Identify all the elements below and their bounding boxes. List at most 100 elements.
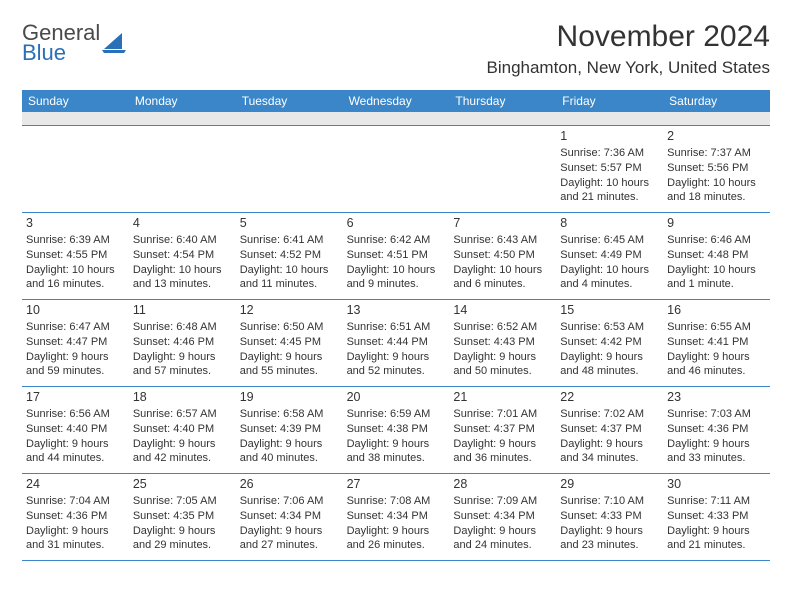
cell-info-line: Daylight: 9 hours [453,437,552,452]
cell-info-line: Sunset: 4:37 PM [560,422,659,437]
cell-info-line: Sunset: 4:48 PM [667,248,766,263]
cell-info-line: Sunrise: 6:40 AM [133,233,232,248]
day-header: Tuesday [236,90,343,112]
date-number: 28 [453,476,552,493]
cell-info-line: Sunrise: 7:11 AM [667,494,766,509]
cell-info-line: Sunset: 4:52 PM [240,248,339,263]
calendar-cell: 14Sunrise: 6:52 AMSunset: 4:43 PMDayligh… [449,300,556,386]
date-number: 29 [560,476,659,493]
calendar-cell: 9Sunrise: 6:46 AMSunset: 4:48 PMDaylight… [663,213,770,299]
date-number: 10 [26,302,125,319]
cell-info-line: Sunset: 4:33 PM [560,509,659,524]
calendar-cell: 23Sunrise: 7:03 AMSunset: 4:36 PMDayligh… [663,387,770,473]
date-number: 14 [453,302,552,319]
cell-info-line: Daylight: 9 hours [133,437,232,452]
cell-info-line: Sunrise: 7:04 AM [26,494,125,509]
cell-info-line: Daylight: 10 hours [560,176,659,191]
calendar-cell: 12Sunrise: 6:50 AMSunset: 4:45 PMDayligh… [236,300,343,386]
logo-blue: Blue [22,42,100,64]
cell-info-line: Sunset: 4:54 PM [133,248,232,263]
date-number: 9 [667,215,766,232]
cell-info-line: Sunset: 4:42 PM [560,335,659,350]
calendar-cell: 1Sunrise: 7:36 AMSunset: 5:57 PMDaylight… [556,126,663,212]
date-number: 13 [347,302,446,319]
cell-info-line: and 44 minutes. [26,451,125,466]
month-title: November 2024 [487,20,771,54]
cell-info-line: Sunset: 4:50 PM [453,248,552,263]
cell-info-line: and 16 minutes. [26,277,125,292]
cell-info-line: Sunrise: 7:10 AM [560,494,659,509]
day-header: Friday [556,90,663,112]
cell-info-line: and 59 minutes. [26,364,125,379]
cell-info-line: Daylight: 9 hours [560,350,659,365]
cell-info-line: Sunset: 5:57 PM [560,161,659,176]
day-headers-row: SundayMondayTuesdayWednesdayThursdayFrid… [22,90,770,112]
cell-info-line: and 4 minutes. [560,277,659,292]
cell-info-line: and 48 minutes. [560,364,659,379]
cell-info-line: Sunrise: 6:52 AM [453,320,552,335]
cell-info-line: Sunrise: 7:01 AM [453,407,552,422]
cell-info-line: Sunset: 4:34 PM [453,509,552,524]
calendar-cell: 21Sunrise: 7:01 AMSunset: 4:37 PMDayligh… [449,387,556,473]
cell-info-line: Daylight: 9 hours [26,350,125,365]
logo: General Blue [22,22,126,64]
cell-info-line: Sunset: 4:46 PM [133,335,232,350]
calendar-cell: 3Sunrise: 6:39 AMSunset: 4:55 PMDaylight… [22,213,129,299]
cell-info-line: Daylight: 10 hours [133,263,232,278]
cell-info-line: Sunrise: 7:36 AM [560,146,659,161]
cell-info-line: and 9 minutes. [347,277,446,292]
cell-info-line: Daylight: 9 hours [667,437,766,452]
cell-info-line: and 1 minute. [667,277,766,292]
cell-info-line: Sunset: 4:43 PM [453,335,552,350]
cell-info-line: Sunset: 4:44 PM [347,335,446,350]
calendar-cell: 26Sunrise: 7:06 AMSunset: 4:34 PMDayligh… [236,474,343,560]
cell-info-line: Sunset: 4:37 PM [453,422,552,437]
calendar-cell: 28Sunrise: 7:09 AMSunset: 4:34 PMDayligh… [449,474,556,560]
cell-info-line: Daylight: 10 hours [560,263,659,278]
cell-info-line: and 42 minutes. [133,451,232,466]
cell-info-line: and 38 minutes. [347,451,446,466]
date-number: 26 [240,476,339,493]
cell-info-line: and 31 minutes. [26,538,125,553]
title-block: November 2024 Binghamton, New York, Unit… [487,20,771,78]
cell-info-line: and 57 minutes. [133,364,232,379]
cell-info-line: Sunrise: 6:59 AM [347,407,446,422]
cell-info-line: Sunrise: 6:41 AM [240,233,339,248]
calendar-cell: 17Sunrise: 6:56 AMSunset: 4:40 PMDayligh… [22,387,129,473]
cell-info-line: and 21 minutes. [667,538,766,553]
cell-info-line: Sunrise: 7:08 AM [347,494,446,509]
calendar-cell [22,126,129,212]
cell-info-line: Sunset: 4:45 PM [240,335,339,350]
cell-info-line: Daylight: 9 hours [133,524,232,539]
cell-info-line: Daylight: 9 hours [240,437,339,452]
day-header: Monday [129,90,236,112]
calendar-week: 17Sunrise: 6:56 AMSunset: 4:40 PMDayligh… [22,387,770,474]
cell-info-line: Sunrise: 6:46 AM [667,233,766,248]
date-number: 2 [667,128,766,145]
cell-info-line: Sunrise: 6:58 AM [240,407,339,422]
calendar-cell: 15Sunrise: 6:53 AMSunset: 4:42 PMDayligh… [556,300,663,386]
cell-info-line: Sunrise: 7:05 AM [133,494,232,509]
calendar-cell: 29Sunrise: 7:10 AMSunset: 4:33 PMDayligh… [556,474,663,560]
day-header: Sunday [22,90,129,112]
cell-info-line: Sunset: 4:34 PM [347,509,446,524]
cell-info-line: Daylight: 10 hours [667,176,766,191]
date-number: 5 [240,215,339,232]
cell-info-line: Sunset: 4:38 PM [347,422,446,437]
cell-info-line: Sunrise: 7:37 AM [667,146,766,161]
cell-info-line: Daylight: 9 hours [667,524,766,539]
cell-info-line: and 34 minutes. [560,451,659,466]
cell-info-line: Daylight: 9 hours [453,524,552,539]
cell-info-line: Sunset: 4:49 PM [560,248,659,263]
cell-info-line: and 33 minutes. [667,451,766,466]
cell-info-line: Sunrise: 6:43 AM [453,233,552,248]
cell-info-line: Daylight: 9 hours [26,524,125,539]
date-number: 30 [667,476,766,493]
cell-info-line: Daylight: 9 hours [560,437,659,452]
cell-info-line: Daylight: 10 hours [667,263,766,278]
calendar-cell: 2Sunrise: 7:37 AMSunset: 5:56 PMDaylight… [663,126,770,212]
cell-info-line: and 26 minutes. [347,538,446,553]
cell-info-line: and 36 minutes. [453,451,552,466]
cell-info-line: Sunrise: 7:03 AM [667,407,766,422]
cell-info-line: Daylight: 10 hours [240,263,339,278]
